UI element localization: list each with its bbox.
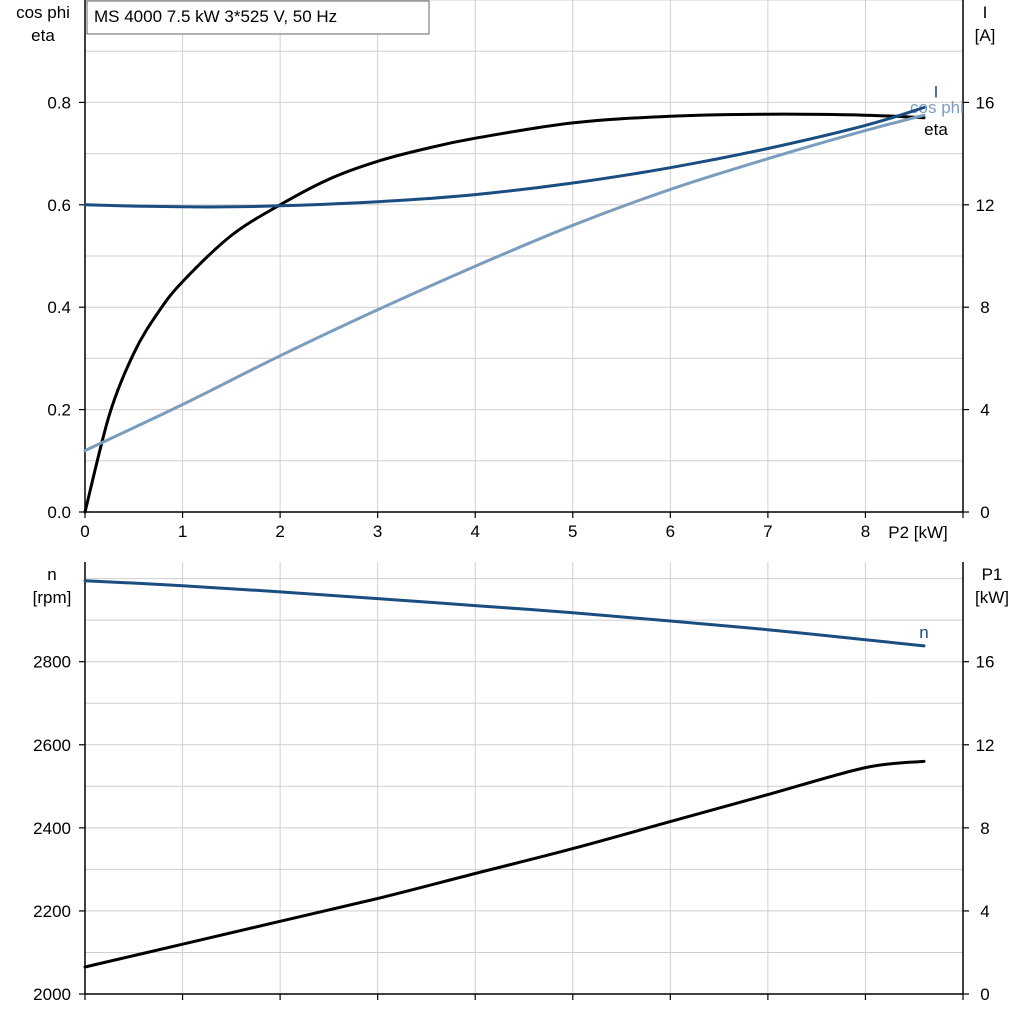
right-tick-label: 8 bbox=[980, 819, 989, 838]
series-line-eta bbox=[83, 112, 926, 514]
left-tick-label: 0.0 bbox=[47, 503, 71, 522]
x-tick-label: 4 bbox=[470, 522, 479, 541]
right-tick-label: 0 bbox=[980, 503, 989, 522]
axes: 2000 2200 2400 2600 2800 0 4 8 12 16 n [rpm] P1 [kW] bbox=[33, 562, 1009, 1004]
series-label-n: n bbox=[919, 623, 928, 642]
left-axis-label: eta bbox=[31, 26, 55, 45]
chart-title: MS 4000 7.5 kW 3*525 V, 50 Hz bbox=[94, 7, 337, 26]
series-line-i bbox=[83, 106, 926, 209]
series-line-n bbox=[83, 579, 926, 648]
left-tick-label: 2200 bbox=[33, 902, 71, 921]
x-tick-label: 0 bbox=[80, 522, 89, 541]
grid bbox=[85, 562, 964, 994]
right-axis-label: P1 bbox=[982, 565, 1003, 584]
right-tick-label: 16 bbox=[976, 93, 995, 112]
axes: 0 1 2 3 4 5 6 7 8 P2 [kW]0.00.20.40.60.80481216co… bbox=[16, 0, 995, 542]
left-tick-label: 2800 bbox=[33, 653, 71, 672]
left-tick-label: 0.8 bbox=[47, 93, 71, 112]
x-tick-label: 7 bbox=[763, 522, 772, 541]
right-tick-label: 8 bbox=[980, 298, 989, 317]
left-axis-label: n bbox=[47, 565, 56, 584]
x-tick-label: 6 bbox=[666, 522, 675, 541]
top-panel: 0 1 2 3 4 5 6 7 8 P2 [kW]0.00.20.40.60.80481216co… bbox=[16, 0, 995, 542]
left-tick-label: 2400 bbox=[33, 819, 71, 838]
series-line-p1 bbox=[83, 759, 926, 969]
left-tick-label: 0.6 bbox=[47, 196, 71, 215]
right-tick-label: 12 bbox=[976, 736, 995, 755]
right-axis-label: [A] bbox=[975, 26, 996, 45]
series-label-cos-phi: cos phi bbox=[910, 98, 964, 117]
left-tick-label: 0.4 bbox=[47, 298, 71, 317]
left-tick-label: 2600 bbox=[33, 736, 71, 755]
right-tick-label: 12 bbox=[976, 196, 995, 215]
left-tick-label: 2000 bbox=[33, 985, 71, 1004]
series-label-eta: eta bbox=[924, 120, 948, 139]
bottom-panel: 2000 2200 2400 2600 2800 0 4 8 12 16 n [rpm] P1 [kW] n bbox=[33, 562, 1009, 1004]
right-tick-label: 4 bbox=[980, 902, 989, 921]
left-tick-label: 0.2 bbox=[47, 401, 71, 420]
right-tick-label: 16 bbox=[976, 653, 995, 672]
x-tick-label: 3 bbox=[373, 522, 382, 541]
x-tick-label: 8 bbox=[861, 522, 870, 541]
title-box: MS 4000 7.5 kW 3*525 V, 50 Hz bbox=[86, 0, 430, 35]
x-tick-label: 5 bbox=[568, 522, 577, 541]
right-tick-label: 0 bbox=[980, 985, 989, 1004]
left-axis-label: [rpm] bbox=[33, 588, 72, 607]
right-axis-label: [kW] bbox=[975, 588, 1009, 607]
left-axis-label: cos phi bbox=[16, 3, 70, 22]
x-tick-label: 1 bbox=[178, 522, 187, 541]
series-label-i: I bbox=[934, 83, 939, 102]
right-tick-label: 4 bbox=[980, 401, 989, 420]
series-line-cos-phi bbox=[83, 113, 926, 453]
right-axis-label: I bbox=[983, 3, 988, 22]
x-tick-label: 2 bbox=[275, 522, 284, 541]
x-axis-label: P2 [kW] bbox=[888, 523, 948, 542]
series-lines: n bbox=[83, 579, 929, 969]
